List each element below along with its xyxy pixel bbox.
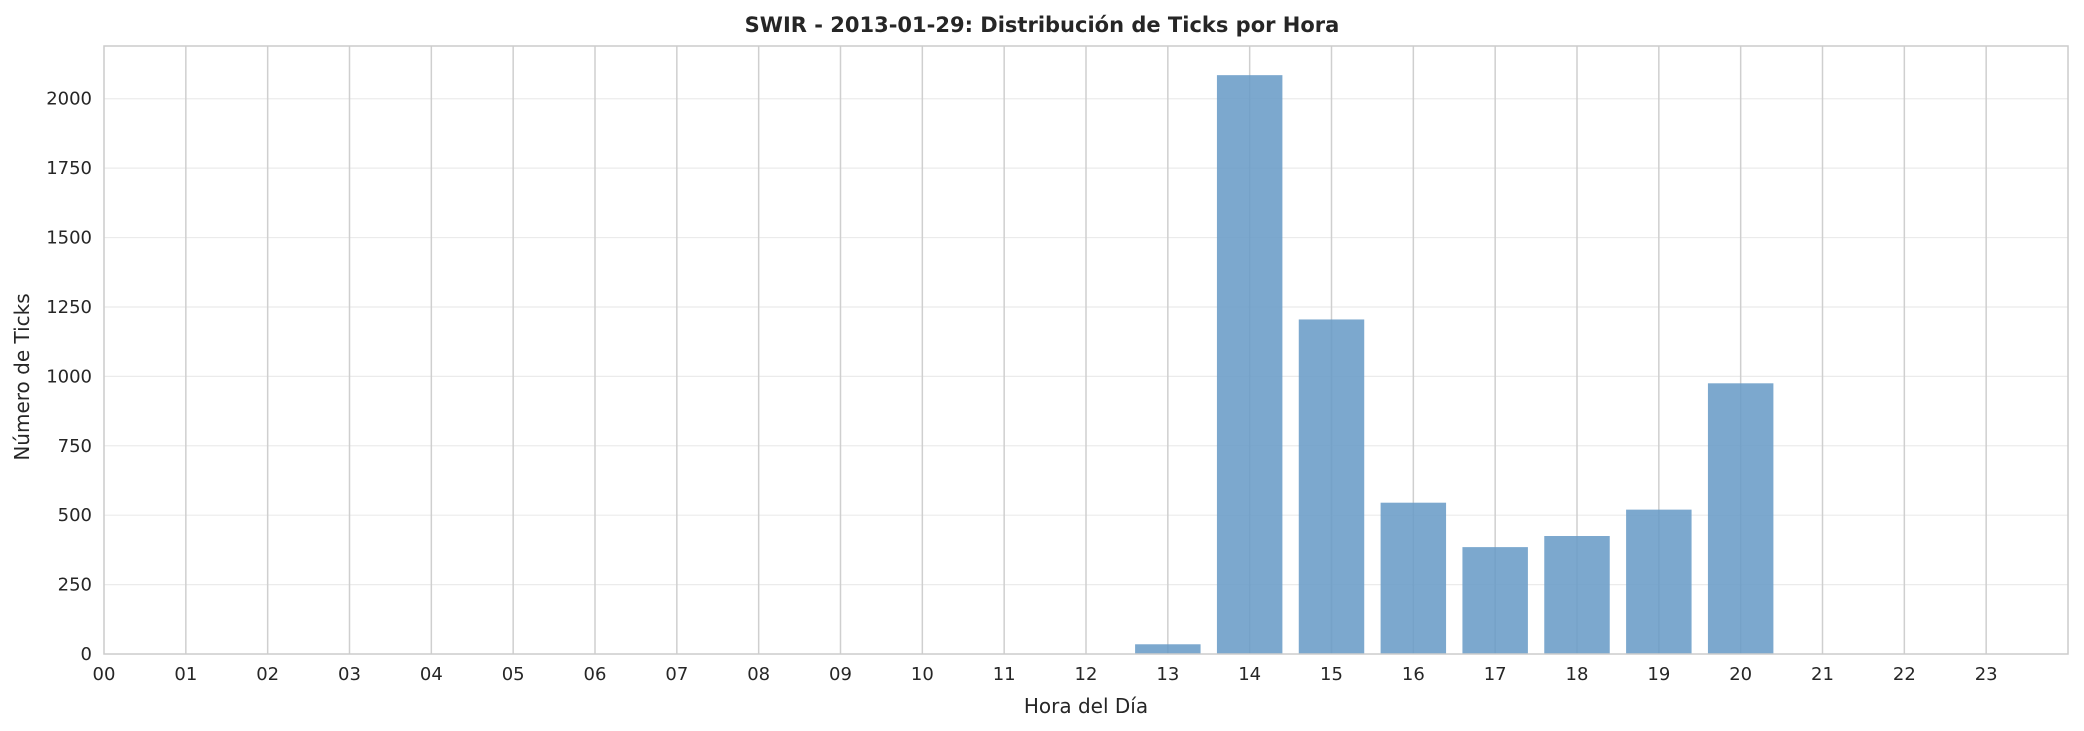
x-tick-label: 16 <box>1402 664 1425 685</box>
bar <box>1216 75 1283 654</box>
x-tick-label: 14 <box>1238 664 1261 685</box>
bar <box>1298 319 1365 654</box>
y-tick-label: 1250 <box>46 297 92 318</box>
y-tick-label: 250 <box>58 575 92 596</box>
chart-title: SWIR - 2013-01-29: Distribución de Ticks… <box>745 13 1340 37</box>
bar <box>1135 644 1201 654</box>
x-tick-label: 01 <box>174 664 197 685</box>
x-tick-label: 00 <box>93 664 116 685</box>
y-tick-label: 500 <box>58 505 92 526</box>
x-tick-label: 17 <box>1484 664 1507 685</box>
x-tick-label: 09 <box>829 664 852 685</box>
plot-frame <box>103 45 2069 655</box>
x-tick-label: 15 <box>1320 664 1343 685</box>
x-tick-label: 21 <box>1811 664 1834 685</box>
y-tick-label: 1750 <box>46 158 92 179</box>
y-tick-label: 2000 <box>46 89 92 110</box>
x-tick-label: 06 <box>584 664 607 685</box>
x-tick-label: 03 <box>338 664 361 685</box>
x-axis-label: Hora del Día <box>1024 694 1148 718</box>
x-tick-label: 11 <box>993 664 1016 685</box>
bar <box>1544 536 1610 654</box>
y-axis-label: Número de Ticks <box>10 293 34 460</box>
x-axis-ticks: 00 01 02 03 04 05 06 07 08 09 10 11 12 13 14 15 16 17 18 19… <box>93 664 1998 685</box>
x-tick-label: 20 <box>1729 664 1752 685</box>
x-tick-label: 08 <box>747 664 770 685</box>
y-tick-label: 1000 <box>46 366 92 387</box>
x-tick-label: 10 <box>911 664 934 685</box>
y-tick-label: 750 <box>58 436 92 457</box>
x-tick-label: 19 <box>1647 664 1670 685</box>
x-tick-label: 07 <box>665 664 688 685</box>
y-axis-ticks: 0 250 500 750 1000 1250 1500 1750 2000 <box>46 89 92 665</box>
x-tick-label: 12 <box>1075 664 1098 685</box>
bars <box>1135 75 1774 654</box>
x-tick-label: 02 <box>256 664 279 685</box>
bar <box>1380 502 1447 654</box>
x-tick-label: 13 <box>1156 664 1179 685</box>
x-tick-label: 22 <box>1893 664 1916 685</box>
x-tick-label: 23 <box>1975 664 1998 685</box>
x-tick-label: 04 <box>420 664 443 685</box>
bar <box>1707 383 1774 654</box>
x-tick-label: 05 <box>502 664 525 685</box>
x-tick-label: 18 <box>1566 664 1589 685</box>
bar <box>1626 509 1692 654</box>
bar <box>1462 547 1528 654</box>
y-tick-label: 1500 <box>46 228 92 249</box>
y-tick-label: 0 <box>81 644 92 665</box>
